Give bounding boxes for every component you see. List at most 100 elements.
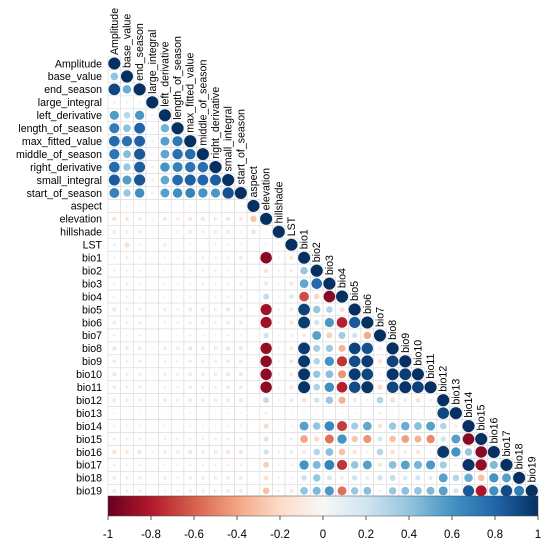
corr-circle-bio9-middle_of_season: [201, 359, 205, 363]
corr-circle-bio5-right_derivative: [213, 307, 218, 312]
corr-circle-hillshade-aspect: [251, 229, 256, 235]
corr-circle-bio19-bio9: [401, 486, 410, 495]
corr-circle-bio14-bio1: [299, 421, 309, 431]
corr-circle-bio6-end_season: [137, 320, 142, 325]
corr-circle-bio8-LST: [289, 346, 294, 351]
corr-circle-bio15-LST: [289, 437, 294, 441]
corr-circle-bio19-bio10: [414, 487, 422, 495]
corr-circle-bio6-bio1: [298, 316, 310, 329]
corr-circle-bio11-end_season: [137, 385, 142, 389]
corr-circle-elevation-small_integral: [226, 216, 231, 222]
row-label: bio17: [76, 460, 102, 472]
row-label: bio6: [82, 317, 102, 329]
corr-circle-bio9-length_of_season: [176, 359, 179, 363]
corr-circle-LST-small_integral: [226, 243, 230, 247]
corr-circle-bio7-max_fitted_value: [188, 334, 192, 337]
corr-circle-bio5-end_season: [138, 307, 142, 312]
corr-circle-bio10-length_of_season: [175, 372, 180, 376]
corr-circle-bio3-bio3: [323, 277, 336, 290]
corr-circle-bio15-aspect: [252, 438, 255, 440]
corr-circle-bio12-max_fitted_value: [188, 398, 193, 403]
corr-circle-bio6-bio2: [314, 319, 320, 326]
corr-circle-elevation-elevation: [260, 212, 273, 225]
corr-circle-right_derivative-max_fitted_value: [185, 161, 196, 173]
corr-circle-bio10-max_fitted_value: [188, 372, 193, 377]
corr-circle-hillshade-end_season: [137, 230, 142, 234]
corr-circle-LST-right_derivative: [214, 243, 218, 247]
corr-circle-middle_of_season-max_fitted_value: [184, 148, 196, 160]
corr-circle-right_derivative-end_season: [134, 161, 146, 173]
corr-circle-bio12-small_integral: [226, 398, 231, 403]
corr-circle-bio10-bio5: [348, 368, 361, 381]
corr-circle-hillshade-middle_of_season: [201, 230, 205, 234]
corr-circle-bio9-bio4: [336, 356, 348, 367]
corr-circle-bio5-elevation: [260, 303, 272, 316]
corr-circle-bio13-middle_of_season: [201, 412, 204, 415]
row-labels: Amplitudebase_valueend_seasonlarge_integ…: [16, 58, 103, 497]
row-label: length_of_season: [18, 123, 102, 135]
corr-circle-bio17-bio15: [475, 459, 487, 471]
corr-circle-bio9-large_integral: [151, 360, 154, 363]
corr-circle-bio4-elevation: [263, 293, 270, 300]
corr-circle-bio14-hillshade: [277, 425, 280, 428]
corr-circle-bio5-max_fitted_value: [188, 307, 193, 312]
corr-circle-bio9-bio3: [324, 356, 335, 366]
corr-circle-bio18-elevation: [263, 475, 269, 481]
corr-circle-aspect-start_of_season: [239, 204, 242, 207]
corr-circle-bio17-elevation: [263, 461, 270, 468]
corr-circle-bio2-max_fitted_value: [188, 269, 192, 273]
corr-circle-bio2-left_derivative: [163, 269, 167, 272]
corr-circle-bio18-aspect: [252, 477, 255, 479]
corr-circle-bio5-LST: [289, 307, 294, 312]
corr-circle-bio19-bio4: [337, 486, 347, 496]
corr-circle-bio12-Amplitude: [112, 398, 117, 403]
corr-circle-left_derivative-left_derivative: [158, 109, 171, 122]
corr-circle-bio6-start_of_season: [238, 320, 243, 325]
corr-circle-bio17-right_derivative: [214, 463, 217, 467]
corr-circle-bio16-elevation: [263, 449, 269, 455]
corr-circle-bio4-max_fitted_value: [188, 295, 192, 298]
corr-circle-bio11-LST: [289, 385, 294, 390]
corr-circle-bio15-start_of_season: [239, 437, 243, 441]
corr-circle-bio16-bio9: [403, 450, 407, 454]
corr-circle-bio19-bio3: [324, 486, 334, 496]
corr-circle-max_fitted_value-end_season: [134, 135, 146, 147]
corr-circle-bio18-Amplitude: [112, 475, 117, 480]
corr-circle-bio12-bio3: [325, 396, 334, 404]
corr-circle-bio19-bio6: [363, 486, 372, 495]
corr-circle-bio9-right_derivative: [213, 359, 218, 363]
corr-circle-bio2-elevation: [263, 268, 269, 274]
corr-circle-bio6-left_derivative: [163, 320, 167, 324]
corr-circle-right_derivative-large_integral: [150, 165, 154, 169]
corr-circle-bio8-end_season: [137, 346, 142, 351]
column-label: LST: [286, 216, 298, 236]
corr-circle-elevation-left_derivative: [162, 216, 167, 221]
corr-circle-max_fitted_value-length_of_season: [172, 136, 183, 147]
corr-circle-bio6-bio4: [336, 317, 348, 328]
corr-circle-bio17-end_season: [138, 463, 141, 467]
corr-circle-bio14-bio14: [462, 420, 475, 433]
corr-circle-bio18-bio15: [477, 474, 485, 482]
corr-circle-bio12-hillshade: [277, 398, 281, 402]
corr-circle-bio19-right_derivative: [213, 489, 218, 493]
corr-circle-bio14-right_derivative: [214, 424, 217, 428]
corr-circle-bio6-bio5: [349, 316, 361, 329]
row-label: bio13: [76, 408, 102, 420]
corr-circle-hillshade-left_derivative: [163, 230, 167, 234]
corr-circle-bio12-bio12: [437, 394, 450, 407]
corr-circle-bio8-Amplitude: [112, 346, 117, 351]
column-label: right_derivative: [210, 87, 222, 159]
corr-circle-bio4-bio4: [335, 290, 349, 303]
corr-circle-bio18-hillshade: [277, 476, 281, 480]
corr-circle-bio7-start_of_season: [239, 334, 243, 337]
corr-circle-bio9-bio7: [377, 358, 383, 364]
corr-circle-bio11-bio11: [424, 381, 437, 394]
corr-circle-bio19-elevation: [262, 487, 270, 495]
corr-circle-bio8-elevation: [260, 342, 272, 355]
corr-circle-bio7-bio5: [351, 332, 358, 339]
corr-circle-bio13-bio3: [328, 412, 331, 414]
corr-circle-bio18-bio13: [452, 474, 460, 482]
corr-circle-bio16-bio4: [338, 448, 346, 456]
corr-circle-bio18-left_derivative: [163, 476, 167, 480]
corr-circle-bio7-middle_of_season: [201, 334, 205, 337]
